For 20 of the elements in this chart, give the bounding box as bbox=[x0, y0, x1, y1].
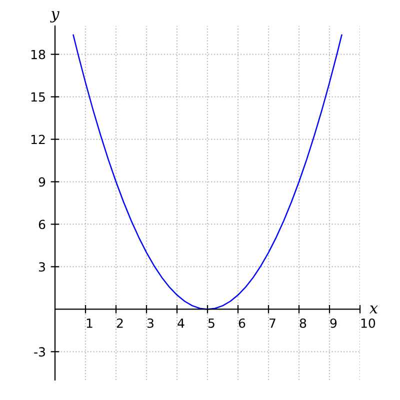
y-tick-label: 12 bbox=[31, 134, 45, 144]
line-series bbox=[72, 34, 342, 310]
x-tick-label: 8 bbox=[300, 318, 306, 328]
x-tick-label: 6 bbox=[238, 318, 246, 328]
y-tick-label: 9 bbox=[38, 177, 46, 187]
y-axis-title: y bbox=[50, 11, 60, 22]
x-tick-label: 10 bbox=[361, 318, 376, 328]
y-tick-label: 18 bbox=[31, 50, 46, 60]
x-tick-label: 7 bbox=[270, 318, 276, 328]
y-tick-label: 6 bbox=[38, 220, 46, 230]
x-tick-label: 5 bbox=[208, 318, 214, 328]
x-tick-label: 4 bbox=[178, 318, 184, 328]
x-tick-label: 9 bbox=[330, 318, 337, 328]
x-tick-label: 1 bbox=[86, 318, 92, 328]
x-tick-label: 3 bbox=[147, 318, 154, 328]
x-axis-title: x bbox=[369, 305, 378, 314]
y-tick-label: 15 bbox=[31, 92, 45, 102]
y-tick-label: 3 bbox=[38, 262, 45, 272]
x-tick-label: 2 bbox=[116, 318, 123, 328]
y-tick-label: -3 bbox=[34, 347, 45, 357]
